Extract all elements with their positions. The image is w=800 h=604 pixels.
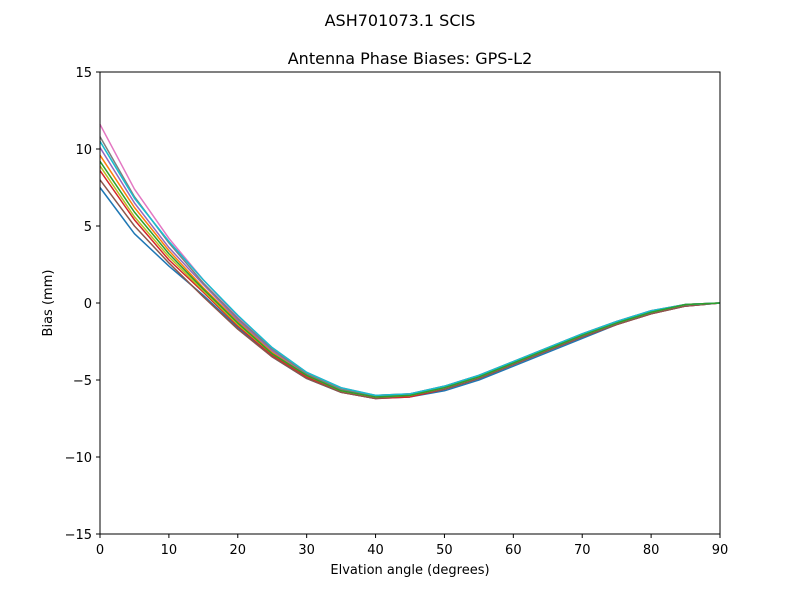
series-line-8: [99, 140, 721, 397]
y-tick-label: 10: [75, 143, 92, 158]
series-line-0: [99, 187, 721, 400]
y-tick-label: 5: [84, 220, 92, 235]
y-tick-label: −15: [65, 528, 92, 543]
y-axis-ticks: −15 −10 −5 0 5 10 15: [65, 66, 100, 543]
y-tick-label: 0: [84, 297, 92, 312]
x-tick-label: 50: [436, 543, 453, 558]
series-line-5: [99, 147, 721, 398]
series-layer: [99, 124, 721, 400]
x-tick-label: 10: [161, 543, 178, 558]
x-tick-label: 60: [505, 543, 522, 558]
x-axis-ticks: 0 10 20 30 40 50 60 70 80 90: [96, 534, 728, 558]
x-tick-label: 0: [96, 543, 104, 558]
plot-frame: [99, 71, 721, 535]
series-line-4: [99, 154, 721, 398]
x-tick-label: 30: [298, 543, 315, 558]
series-line-1: [99, 170, 721, 400]
y-tick-label: 15: [75, 66, 92, 81]
figure-suptitle: ASH701073.1 SCIS: [325, 11, 476, 30]
series-line-2: [99, 179, 721, 400]
x-tick-label: 80: [643, 543, 660, 558]
x-axis-label: Elvation angle (degrees): [330, 563, 489, 578]
series-line-9: [99, 160, 721, 398]
y-tick-label: −5: [73, 374, 92, 389]
y-axis-label: Bias (mm): [41, 270, 56, 337]
x-tick-label: 90: [712, 543, 729, 558]
x-tick-label: 70: [574, 543, 591, 558]
x-tick-label: 40: [367, 543, 384, 558]
series-line-6: [99, 124, 721, 397]
series-line-3: [99, 165, 721, 398]
y-tick-label: −10: [65, 451, 92, 466]
x-tick-label: 20: [230, 543, 247, 558]
chart-title: Antenna Phase Biases: GPS-L2: [288, 49, 533, 68]
series-line-7: [99, 136, 721, 397]
